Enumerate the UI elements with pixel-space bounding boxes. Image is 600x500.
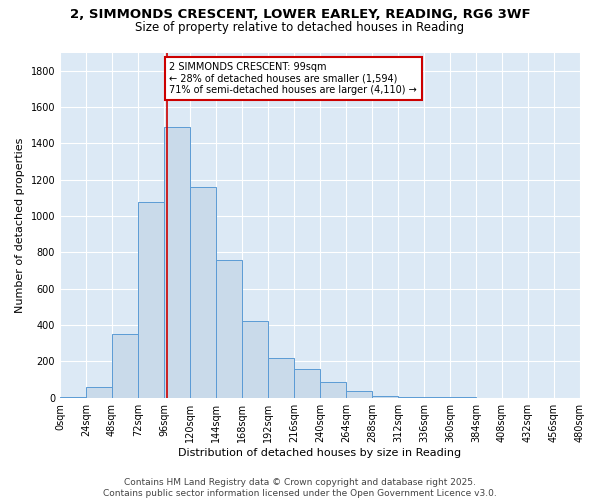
Bar — [268, 358, 294, 398]
Bar — [242, 322, 268, 398]
Bar — [320, 382, 346, 398]
Text: 2, SIMMONDS CRESCENT, LOWER EARLEY, READING, RG6 3WF: 2, SIMMONDS CRESCENT, LOWER EARLEY, READ… — [70, 8, 530, 20]
Bar — [398, 397, 424, 398]
Text: Contains HM Land Registry data © Crown copyright and database right 2025.
Contai: Contains HM Land Registry data © Crown c… — [103, 478, 497, 498]
Bar — [138, 202, 164, 398]
Bar — [294, 369, 320, 398]
Bar — [60, 397, 86, 398]
Bar — [216, 260, 242, 398]
Bar — [346, 390, 372, 398]
Bar — [372, 396, 398, 398]
X-axis label: Distribution of detached houses by size in Reading: Distribution of detached houses by size … — [178, 448, 461, 458]
Bar — [112, 334, 138, 398]
Bar — [164, 127, 190, 398]
Y-axis label: Number of detached properties: Number of detached properties — [15, 138, 25, 313]
Bar — [190, 187, 216, 398]
Text: Size of property relative to detached houses in Reading: Size of property relative to detached ho… — [136, 21, 464, 34]
Text: 2 SIMMONDS CRESCENT: 99sqm
← 28% of detached houses are smaller (1,594)
71% of s: 2 SIMMONDS CRESCENT: 99sqm ← 28% of deta… — [169, 62, 417, 95]
Bar — [86, 387, 112, 398]
